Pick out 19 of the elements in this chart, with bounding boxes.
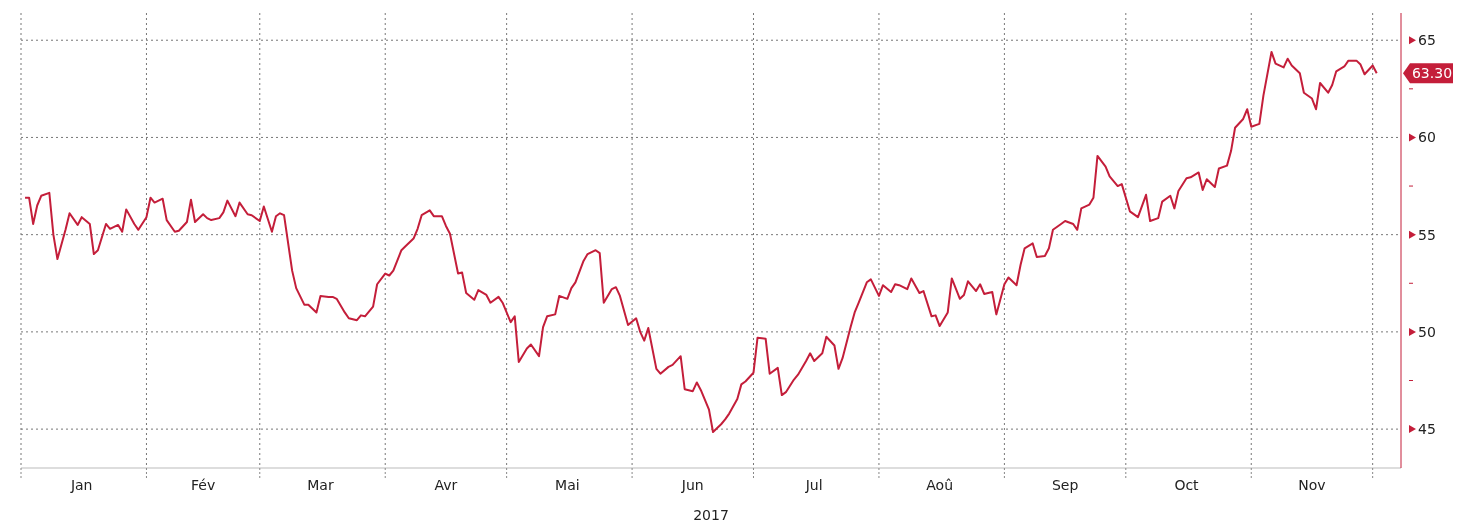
x-tick-label: Mar (307, 477, 334, 493)
x-tick-label: Jul (804, 477, 823, 493)
x-tick-label: Avr (434, 477, 458, 493)
y-tick-label: 55 (1418, 226, 1436, 243)
x-tick-label: Nov (1298, 477, 1326, 493)
y-tick-label: 50 (1418, 323, 1436, 340)
x-tick-label: Sep (1051, 477, 1079, 493)
x-tick-label: Oct (1174, 477, 1200, 493)
line-series (24, 50, 1378, 434)
y-tick-label: 45 (1418, 421, 1436, 438)
x-tick-label: Mai (555, 477, 580, 493)
x-axis-title: 2017 (693, 507, 729, 523)
annotation: 63.30 (1411, 65, 1453, 82)
y-tick-label: 60 (1418, 129, 1436, 146)
x-tick-label: Aoû (926, 477, 954, 493)
y-tick-label: 65 (1418, 32, 1436, 49)
x-tick-label: Fév (191, 477, 216, 493)
x-tick-label: Jan (69, 477, 93, 493)
x-tick-label: Jun (680, 477, 704, 493)
